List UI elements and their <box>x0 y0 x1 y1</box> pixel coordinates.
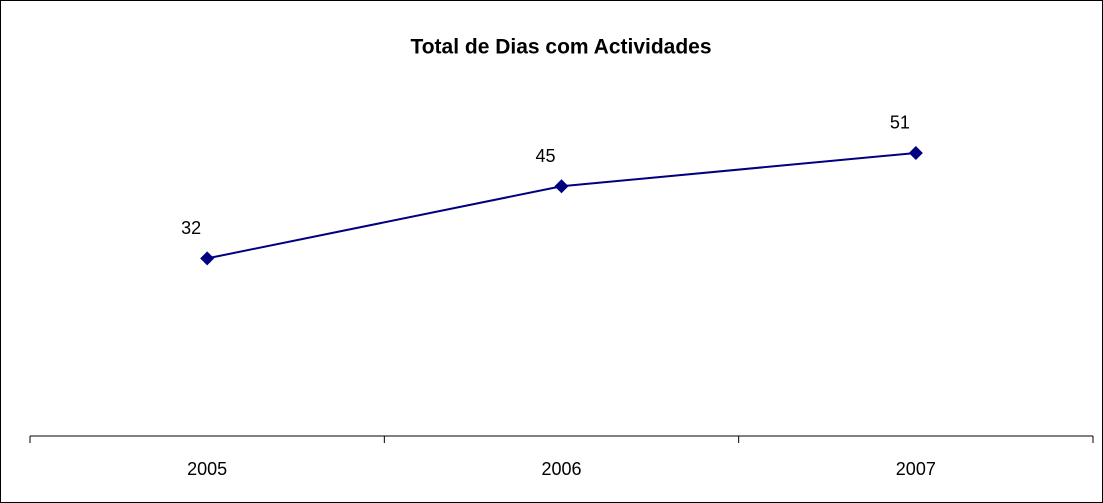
data-label: 32 <box>181 218 201 238</box>
data-label: 51 <box>890 113 910 133</box>
marker <box>908 145 923 160</box>
x-tick-label: 2006 <box>541 459 581 479</box>
x-tick-label: 2005 <box>187 459 227 479</box>
marker <box>200 251 215 266</box>
marker <box>554 179 569 194</box>
chart-title: Total de Dias com Actividades <box>410 36 711 59</box>
data-label: 45 <box>535 146 555 166</box>
x-tick-label: 2007 <box>896 459 936 479</box>
